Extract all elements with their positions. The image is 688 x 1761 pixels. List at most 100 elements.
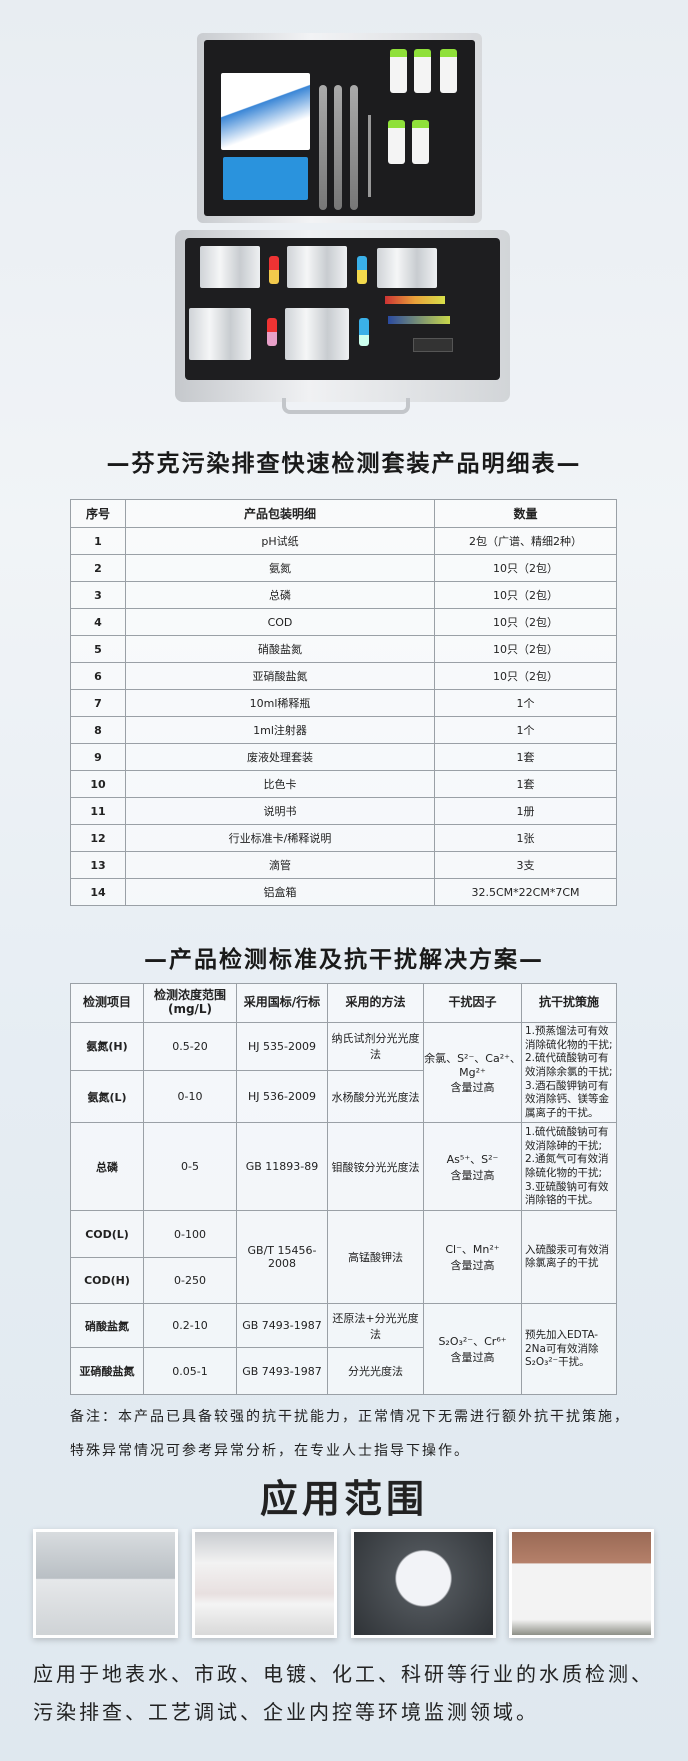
quantity-cell: 3支 (434, 851, 617, 879)
factor-text: S₂O₃²⁻、Cr⁶⁺ (438, 1335, 507, 1349)
standard-cell: GB 7493-1987 (236, 1303, 328, 1349)
reagent-pack-image (200, 246, 260, 288)
table-row: 亚硝酸盐氮 0.05-1 GB 7493-1987 分光光度法 (70, 1347, 617, 1396)
reagent-pack-image (377, 248, 437, 288)
item-cell: COD (125, 608, 435, 636)
index-cell: 2 (70, 554, 126, 582)
method-cell: 钼酸铵分光光度法 (327, 1122, 424, 1212)
table-row: 12 行业标准卡/稀释说明 1张 (70, 824, 617, 852)
field-test-photo (509, 1529, 654, 1638)
column-header: 采用国标/行标 (236, 983, 328, 1023)
quantity-cell: 2包（广谱、精细2种） (434, 527, 617, 555)
reagent-bottle-image (414, 49, 431, 93)
measure-item: 2.通氮气可有效消除硫化物的干扰; (525, 1153, 609, 1179)
standards-table-title: —产品检测标准及抗干扰解决方案— (144, 947, 544, 973)
index-cell: 4 (70, 608, 126, 636)
index-cell: 14 (70, 878, 126, 906)
small-bottle-image (357, 256, 367, 284)
dropper-image (334, 85, 342, 210)
item-cell: 氨氮 (125, 554, 435, 582)
reagent-bottle-image (412, 120, 429, 164)
quantity-cell: 1个 (434, 689, 617, 717)
reagent-pack-image (189, 308, 251, 360)
quantity-cell: 10只（2包） (434, 608, 617, 636)
base-interior (185, 238, 500, 380)
method-cell: 纳氏试剂分光光度法 (327, 1022, 424, 1071)
factor-suffix: 含量过高 (450, 1081, 495, 1095)
method-cell: 还原法+分光光度法 (327, 1303, 424, 1349)
standard-card-image (223, 157, 308, 200)
measure-item: 3.亚硫酸钠可有效消除铬的干扰。 (525, 1180, 609, 1207)
dropper-image (350, 85, 358, 210)
method-cell: 高锰酸钾法 (327, 1210, 424, 1305)
column-header: 抗干扰策施 (521, 983, 617, 1023)
table-row: COD(H) 0-250 (70, 1257, 617, 1305)
case-handle (282, 398, 410, 414)
range-cell: 0-100 (143, 1210, 237, 1259)
standard-cell: HJ 536-2009 (236, 1069, 328, 1124)
table-header-row: 序号 产品包装明细 数量 (70, 499, 617, 528)
range-cell: 0-5 (143, 1122, 237, 1212)
application-description: 应用于地表水、市政、电镀、化工、科研等行业的水质检测、污染排查、工艺调试、企业内… (33, 1662, 654, 1724)
standards-table: 检测项目 检测浓度范围(mg/L) 采用国标/行标 采用的方法 干扰因子 抗干扰… (70, 983, 617, 1396)
measures-cell: 预先加入EDTA-2Na可有效消除S₂O₃²⁻干扰。 (521, 1303, 617, 1396)
lab-photo (33, 1529, 178, 1638)
item-cell: 氨氮(H) (70, 1022, 144, 1071)
item-cell: 亚硝酸盐氮 (70, 1347, 144, 1396)
standard-cell: GB 7493-1987 (236, 1347, 328, 1396)
quantity-cell: 10只（2包） (434, 581, 617, 609)
item-cell: 行业标准卡/稀释说明 (125, 824, 435, 852)
item-cell: 10ml稀释瓶 (125, 689, 435, 717)
item-cell: pH试纸 (125, 527, 435, 555)
quantity-cell: 10只（2包） (434, 635, 617, 663)
column-header: 干扰因子 (423, 983, 522, 1023)
detail-table-title: —芬克污染排查快速检测套装产品明细表— (106, 451, 582, 477)
table-row: 8 1ml注射器 1个 (70, 716, 617, 744)
quantity-cell: 32.5CM*22CM*7CM (434, 878, 617, 906)
measure-item: 预先加入EDTA-2Na可有效消除S₂O₃²⁻干扰。 (525, 1329, 599, 1369)
standard-cell: GB 11893-89 (236, 1122, 328, 1212)
measures-cell: 入硫酸汞可有效消除氯离子的干扰 (521, 1210, 617, 1305)
range-cell: 0.2-10 (143, 1303, 237, 1349)
ph-paper-image (385, 296, 445, 304)
column-header: 序号 (70, 499, 126, 528)
quantity-cell: 1套 (434, 770, 617, 798)
table-row: 5 硝酸盐氮 10只（2包） (70, 635, 617, 663)
range-cell: 0.05-1 (143, 1347, 237, 1396)
table-row: 氨氮(H) 0.5-20 HJ 535-2009 纳氏试剂分光光度法 余氯、S²… (70, 1021, 617, 1124)
factor-cell: As⁵⁺、S²⁻ 含量过高 (423, 1122, 522, 1212)
item-cell: 滴管 (125, 851, 435, 879)
small-bottle-image (267, 318, 277, 346)
item-cell: 硝酸盐氮 (125, 635, 435, 663)
quantity-cell: 1张 (434, 824, 617, 852)
table-row: 9 废液处理套装 1套 (70, 743, 617, 771)
table-row: COD(L) 0-100 GB/T 15456-2008 高锰酸钾法 Cl⁻、M… (70, 1210, 617, 1305)
table-row: 硝酸盐氮 0.2-10 GB 7493-1987 还原法+分光光度法 S₂O₃²… (70, 1303, 617, 1396)
table-row: 3 总磷 10只（2包） (70, 581, 617, 609)
measure-item: 1.预蒸馏法可有效消除硫化物的干扰; (525, 1025, 613, 1051)
index-cell: 1 (70, 527, 126, 555)
range-cell: 0.5-20 (143, 1022, 237, 1071)
item-cell: 总磷 (125, 581, 435, 609)
lid-interior (204, 40, 475, 216)
quantity-cell: 10只（2包） (434, 554, 617, 582)
small-bottle-image (269, 256, 279, 284)
index-cell: 3 (70, 581, 126, 609)
kit-case-base (175, 230, 510, 402)
measure-item: 1.硫代硫酸钠可有效消除砷的干扰; (525, 1126, 609, 1152)
index-cell: 12 (70, 824, 126, 852)
standard-cell: GB/T 15456-2008 (236, 1210, 328, 1305)
application-heading: 应用范围 (259, 1477, 428, 1521)
method-cell: 水杨酸分光光度法 (327, 1069, 424, 1124)
quantity-cell: 1册 (434, 797, 617, 825)
table-row: 氨氮(L) 0-10 HJ 536-2009 水杨酸分光光度法 (70, 1069, 617, 1124)
table-row: 4 COD 10只（2包） (70, 608, 617, 636)
factor-suffix: 含量过高 (450, 1351, 495, 1365)
item-cell: 比色卡 (125, 770, 435, 798)
index-cell: 13 (70, 851, 126, 879)
table-row: 6 亚硝酸盐氮 10只（2包） (70, 662, 617, 690)
column-header: 采用的方法 (327, 983, 424, 1023)
small-bottle-image (359, 318, 369, 346)
index-cell: 10 (70, 770, 126, 798)
item-cell: 硝酸盐氮 (70, 1303, 144, 1349)
